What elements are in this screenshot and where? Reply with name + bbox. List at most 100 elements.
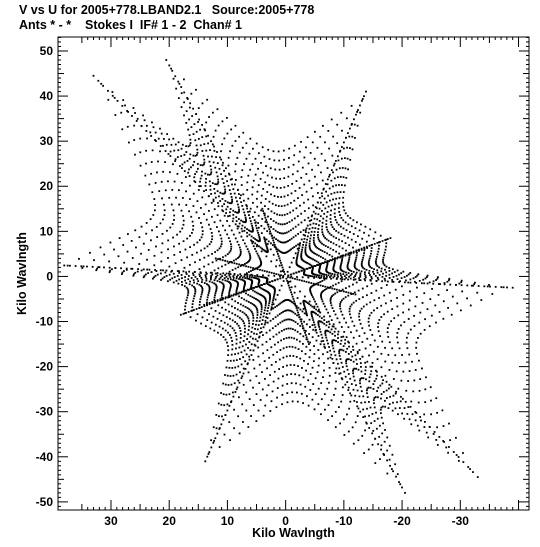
uv-point: [273, 245, 276, 248]
uv-point: [212, 135, 215, 138]
uv-point: [247, 329, 250, 331]
uv-point: [171, 277, 174, 280]
uv-point: [369, 279, 372, 282]
uv-point: [219, 234, 222, 237]
uv-point: [339, 305, 341, 308]
uv-point: [317, 254, 320, 257]
uv-point: [344, 338, 347, 341]
uv-point: [292, 311, 295, 314]
uv-point: [326, 329, 329, 332]
uv-point: [314, 265, 317, 267]
uv-point: [113, 96, 116, 99]
uv-point: [225, 212, 227, 214]
uv-point: [366, 294, 368, 297]
uv-point: [271, 176, 273, 179]
uv-point: [419, 378, 422, 381]
uv-point: [416, 352, 418, 355]
uv-point: [404, 361, 407, 364]
uv-point: [317, 324, 320, 326]
uv-point: [314, 252, 317, 255]
uv-point: [236, 157, 239, 159]
uv-point: [376, 390, 378, 392]
uv-point: [362, 408, 365, 411]
uv-point: [339, 264, 342, 267]
uv-point: [246, 363, 249, 366]
uv-point: [350, 251, 353, 254]
uv-point: [291, 219, 293, 222]
uv-point: [272, 307, 275, 310]
uv-point: [256, 266, 259, 269]
uv-point: [308, 318, 311, 321]
uv-point: [308, 300, 311, 303]
uv-point: [491, 293, 494, 295]
uv-point: [221, 209, 224, 212]
uv-point: [282, 274, 285, 277]
uv-point: [298, 374, 301, 377]
uv-point: [288, 239, 291, 241]
uv-point: [212, 198, 215, 201]
uv-point: [358, 395, 361, 398]
uv-point: [224, 175, 227, 178]
uv-point: [280, 232, 283, 235]
uv-point: [220, 158, 223, 161]
uv-point: [227, 272, 230, 275]
uv-point: [310, 215, 313, 218]
uv-point: [318, 326, 321, 328]
uv-point: [269, 296, 271, 299]
uv-point: [170, 67, 172, 70]
uv-point: [364, 271, 366, 274]
uv-point: [337, 341, 339, 344]
uv-point: [249, 254, 251, 257]
uv-point: [297, 233, 300, 235]
uv-point: [310, 292, 313, 295]
uv-point: [120, 267, 122, 270]
uv-point: [216, 190, 219, 193]
uv-point: [506, 286, 508, 289]
uv-point: [238, 316, 241, 319]
uv-point: [352, 336, 355, 339]
uv-point: [349, 277, 352, 280]
uv-point: [265, 340, 268, 343]
uv-point: [252, 386, 254, 389]
uv-point: [213, 269, 216, 272]
uv-point: [257, 152, 260, 155]
uv-point: [364, 401, 366, 404]
uv-point: [375, 411, 377, 414]
uv-point: [286, 401, 289, 404]
uv-point: [340, 157, 343, 160]
uv-point: [176, 156, 179, 159]
uv-point: [241, 345, 244, 348]
uv-point: [263, 214, 266, 217]
uv-point: [264, 297, 266, 300]
uv-point: [287, 282, 289, 285]
uv-point: [234, 140, 237, 142]
uv-point: [217, 202, 219, 204]
uv-point: [343, 209, 346, 212]
uv-point: [304, 229, 307, 232]
uv-point: [310, 312, 313, 315]
uv-point: [295, 258, 298, 261]
uv-point: [379, 412, 382, 415]
uv-point: [257, 324, 260, 326]
uv-point: [430, 314, 433, 317]
uv-point: [230, 229, 233, 232]
uv-point: [294, 302, 296, 305]
uv-point: [158, 190, 161, 193]
uv-point: [268, 200, 271, 203]
uv-point: [372, 237, 375, 240]
uv-point: [319, 343, 322, 346]
uv-point: [255, 197, 258, 200]
uv-point: [376, 345, 379, 348]
uv-point: [250, 276, 253, 279]
uv-point: [381, 405, 384, 408]
uv-point: [409, 272, 412, 274]
uv-point: [317, 228, 320, 230]
uv-point: [228, 172, 230, 175]
uv-point: [349, 392, 351, 395]
uv-point: [248, 252, 251, 255]
uv-point: [264, 298, 267, 301]
uv-point: [341, 276, 343, 279]
uv-point: [273, 236, 276, 239]
uv-point: [435, 438, 438, 441]
uv-point: [220, 237, 223, 240]
